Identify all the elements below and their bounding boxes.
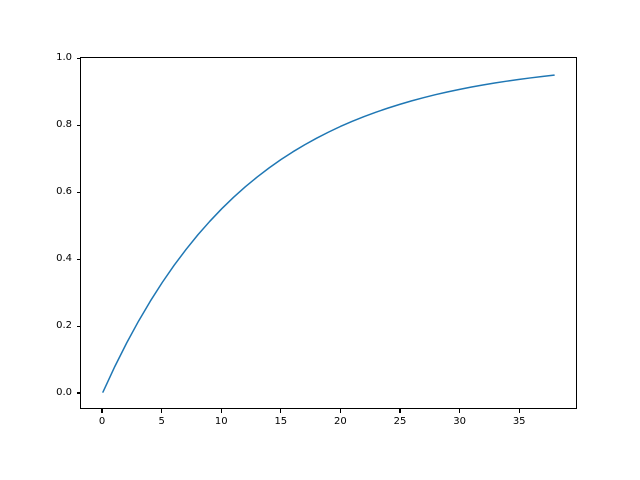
x-tick-mark <box>518 409 520 413</box>
x-tick-mark <box>101 409 103 413</box>
x-tick-mark <box>220 409 222 413</box>
x-tick-label: 0 <box>98 416 106 427</box>
x-tick-label: 35 <box>512 416 526 427</box>
y-tick-label: 0.8 <box>56 119 72 131</box>
x-tick-mark <box>280 409 282 413</box>
y-tick-label: 0.4 <box>56 253 72 265</box>
x-tick-label: 25 <box>393 416 407 427</box>
plot-area <box>80 57 577 409</box>
x-tick-mark <box>399 409 401 413</box>
y-tick-label: 0.2 <box>56 320 72 332</box>
line-series-path <box>102 74 555 393</box>
x-tick-label: 30 <box>453 416 466 427</box>
x-tick-label: 15 <box>274 416 288 427</box>
x-tick-mark <box>459 409 461 413</box>
x-tick-label: 10 <box>214 416 228 427</box>
y-tick-label: 0.0 <box>56 387 72 398</box>
y-tick-label: 0.6 <box>56 186 72 198</box>
y-tick-label: 1.0 <box>56 52 72 64</box>
x-tick-label: 20 <box>334 416 347 427</box>
line-series-svg <box>102 74 555 393</box>
x-tick-mark <box>161 409 163 413</box>
x-tick-mark <box>339 409 341 413</box>
x-tick-label: 5 <box>158 416 165 427</box>
